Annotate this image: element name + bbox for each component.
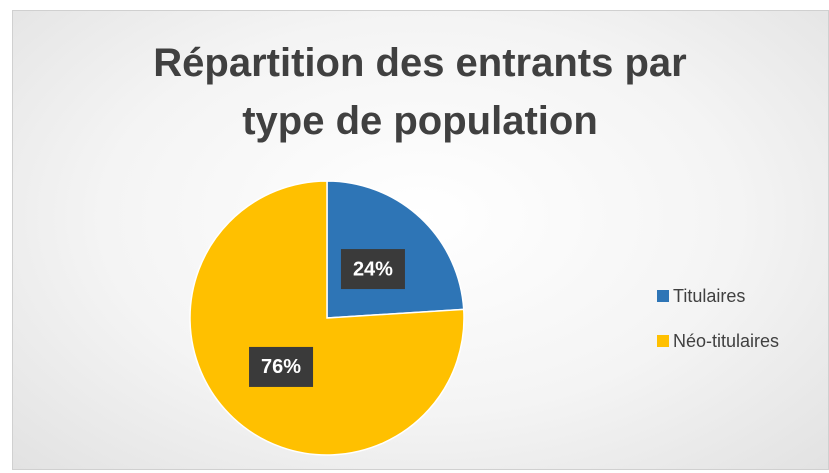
legend-label: Titulaires [673,286,745,306]
legend-swatch [657,335,669,347]
data-label: 24% [353,258,393,280]
legend-swatch [657,290,669,302]
data-label-box [249,346,314,387]
data-label: 76% [261,356,301,378]
chart-title: Répartition des entrants par type de pop… [153,41,687,143]
data-label-box [340,249,405,290]
legend-label: Néo-titulaires [673,331,779,351]
